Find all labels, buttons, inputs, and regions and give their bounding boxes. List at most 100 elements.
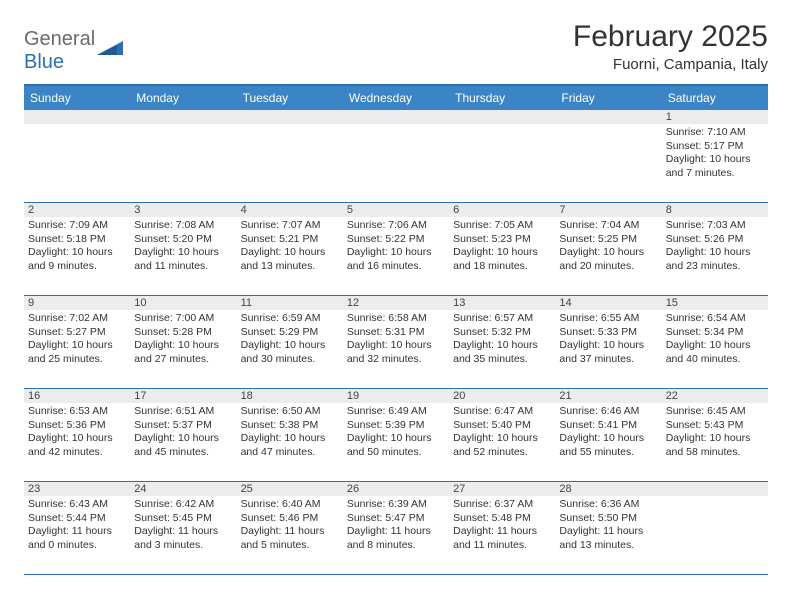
sunset-text: Sunset: 5:36 PM bbox=[28, 419, 126, 433]
day-cell: Sunrise: 7:02 AMSunset: 5:27 PMDaylight:… bbox=[24, 310, 130, 388]
sunrise-text: Sunrise: 6:42 AM bbox=[134, 498, 232, 512]
sunrise-text: Sunrise: 6:58 AM bbox=[347, 312, 445, 326]
sunset-text: Sunset: 5:34 PM bbox=[666, 326, 764, 340]
daynum-row: 1 bbox=[24, 110, 768, 124]
logo: General Blue bbox=[24, 28, 123, 74]
day-number bbox=[130, 110, 236, 124]
day-header-row: Sunday Monday Tuesday Wednesday Thursday… bbox=[24, 86, 768, 110]
sunrise-text: Sunrise: 6:49 AM bbox=[347, 405, 445, 419]
daylight-text: Daylight: 10 hours and 9 minutes. bbox=[28, 246, 126, 273]
sunrise-text: Sunrise: 7:03 AM bbox=[666, 219, 764, 233]
daylight-text: Daylight: 10 hours and 7 minutes. bbox=[666, 153, 764, 180]
daynum-row: 16171819202122 bbox=[24, 389, 768, 403]
day-cell: Sunrise: 6:40 AMSunset: 5:46 PMDaylight:… bbox=[237, 496, 343, 574]
day-cell: Sunrise: 6:43 AMSunset: 5:44 PMDaylight:… bbox=[24, 496, 130, 574]
day-number: 18 bbox=[237, 389, 343, 403]
daylight-text: Daylight: 11 hours and 0 minutes. bbox=[28, 525, 126, 552]
sunrise-text: Sunrise: 6:51 AM bbox=[134, 405, 232, 419]
day-number: 2 bbox=[24, 203, 130, 217]
sunrise-text: Sunrise: 6:54 AM bbox=[666, 312, 764, 326]
day-number: 24 bbox=[130, 482, 236, 496]
day-number: 7 bbox=[555, 203, 661, 217]
day-header-tue: Tuesday bbox=[237, 86, 343, 110]
day-number: 8 bbox=[662, 203, 768, 217]
day-cell bbox=[343, 124, 449, 202]
sunrise-text: Sunrise: 7:04 AM bbox=[559, 219, 657, 233]
day-cell: Sunrise: 6:59 AMSunset: 5:29 PMDaylight:… bbox=[237, 310, 343, 388]
daylight-text: Daylight: 10 hours and 42 minutes. bbox=[28, 432, 126, 459]
day-cell: Sunrise: 6:54 AMSunset: 5:34 PMDaylight:… bbox=[662, 310, 768, 388]
day-cell: Sunrise: 7:03 AMSunset: 5:26 PMDaylight:… bbox=[662, 217, 768, 295]
sunrise-text: Sunrise: 7:00 AM bbox=[134, 312, 232, 326]
day-cell: Sunrise: 6:46 AMSunset: 5:41 PMDaylight:… bbox=[555, 403, 661, 481]
daylight-text: Daylight: 10 hours and 11 minutes. bbox=[134, 246, 232, 273]
daylight-text: Daylight: 10 hours and 58 minutes. bbox=[666, 432, 764, 459]
day-number: 20 bbox=[449, 389, 555, 403]
day-number: 17 bbox=[130, 389, 236, 403]
daylight-text: Daylight: 10 hours and 47 minutes. bbox=[241, 432, 339, 459]
day-cell: Sunrise: 7:04 AMSunset: 5:25 PMDaylight:… bbox=[555, 217, 661, 295]
day-number: 4 bbox=[237, 203, 343, 217]
month-title: February 2025 bbox=[573, 20, 768, 54]
daylight-text: Daylight: 10 hours and 18 minutes. bbox=[453, 246, 551, 273]
day-number bbox=[555, 110, 661, 124]
daylight-text: Daylight: 10 hours and 52 minutes. bbox=[453, 432, 551, 459]
daylight-text: Daylight: 11 hours and 11 minutes. bbox=[453, 525, 551, 552]
day-cell: Sunrise: 6:50 AMSunset: 5:38 PMDaylight:… bbox=[237, 403, 343, 481]
week-row: Sunrise: 6:43 AMSunset: 5:44 PMDaylight:… bbox=[24, 496, 768, 575]
sunset-text: Sunset: 5:39 PM bbox=[347, 419, 445, 433]
day-cell: Sunrise: 6:42 AMSunset: 5:45 PMDaylight:… bbox=[130, 496, 236, 574]
day-number: 11 bbox=[237, 296, 343, 310]
weeks-container: 1Sunrise: 7:10 AMSunset: 5:17 PMDaylight… bbox=[24, 110, 768, 575]
daylight-text: Daylight: 10 hours and 32 minutes. bbox=[347, 339, 445, 366]
day-cell: Sunrise: 7:00 AMSunset: 5:28 PMDaylight:… bbox=[130, 310, 236, 388]
day-header-sun: Sunday bbox=[24, 86, 130, 110]
sunrise-text: Sunrise: 6:36 AM bbox=[559, 498, 657, 512]
title-block: February 2025 Fuorni, Campania, Italy bbox=[573, 20, 768, 73]
sunset-text: Sunset: 5:40 PM bbox=[453, 419, 551, 433]
day-number: 25 bbox=[237, 482, 343, 496]
daylight-text: Daylight: 10 hours and 45 minutes. bbox=[134, 432, 232, 459]
sunrise-text: Sunrise: 7:08 AM bbox=[134, 219, 232, 233]
sunrise-text: Sunrise: 6:39 AM bbox=[347, 498, 445, 512]
day-number bbox=[237, 110, 343, 124]
daylight-text: Daylight: 11 hours and 5 minutes. bbox=[241, 525, 339, 552]
daylight-text: Daylight: 11 hours and 3 minutes. bbox=[134, 525, 232, 552]
day-number: 13 bbox=[449, 296, 555, 310]
day-header-sat: Saturday bbox=[662, 86, 768, 110]
daylight-text: Daylight: 10 hours and 16 minutes. bbox=[347, 246, 445, 273]
sunset-text: Sunset: 5:18 PM bbox=[28, 233, 126, 247]
day-header-fri: Friday bbox=[555, 86, 661, 110]
sunrise-text: Sunrise: 7:02 AM bbox=[28, 312, 126, 326]
location: Fuorni, Campania, Italy bbox=[573, 56, 768, 73]
day-number: 19 bbox=[343, 389, 449, 403]
day-cell: Sunrise: 7:09 AMSunset: 5:18 PMDaylight:… bbox=[24, 217, 130, 295]
sunset-text: Sunset: 5:33 PM bbox=[559, 326, 657, 340]
sunrise-text: Sunrise: 6:59 AM bbox=[241, 312, 339, 326]
sunset-text: Sunset: 5:45 PM bbox=[134, 512, 232, 526]
sunset-text: Sunset: 5:44 PM bbox=[28, 512, 126, 526]
sunset-text: Sunset: 5:27 PM bbox=[28, 326, 126, 340]
sunrise-text: Sunrise: 7:10 AM bbox=[666, 126, 764, 140]
sunrise-text: Sunrise: 7:07 AM bbox=[241, 219, 339, 233]
day-number bbox=[343, 110, 449, 124]
day-cell: Sunrise: 6:47 AMSunset: 5:40 PMDaylight:… bbox=[449, 403, 555, 481]
sunset-text: Sunset: 5:41 PM bbox=[559, 419, 657, 433]
day-number bbox=[449, 110, 555, 124]
day-cell: Sunrise: 7:10 AMSunset: 5:17 PMDaylight:… bbox=[662, 124, 768, 202]
day-number: 23 bbox=[24, 482, 130, 496]
day-cell: Sunrise: 6:58 AMSunset: 5:31 PMDaylight:… bbox=[343, 310, 449, 388]
day-header-wed: Wednesday bbox=[343, 86, 449, 110]
daylight-text: Daylight: 10 hours and 23 minutes. bbox=[666, 246, 764, 273]
sunset-text: Sunset: 5:38 PM bbox=[241, 419, 339, 433]
daylight-text: Daylight: 10 hours and 40 minutes. bbox=[666, 339, 764, 366]
sunrise-text: Sunrise: 6:47 AM bbox=[453, 405, 551, 419]
day-cell bbox=[24, 124, 130, 202]
day-cell: Sunrise: 6:37 AMSunset: 5:48 PMDaylight:… bbox=[449, 496, 555, 574]
day-cell bbox=[662, 496, 768, 574]
day-cell: Sunrise: 7:07 AMSunset: 5:21 PMDaylight:… bbox=[237, 217, 343, 295]
day-number: 15 bbox=[662, 296, 768, 310]
day-header-thu: Thursday bbox=[449, 86, 555, 110]
sunset-text: Sunset: 5:26 PM bbox=[666, 233, 764, 247]
sunset-text: Sunset: 5:29 PM bbox=[241, 326, 339, 340]
